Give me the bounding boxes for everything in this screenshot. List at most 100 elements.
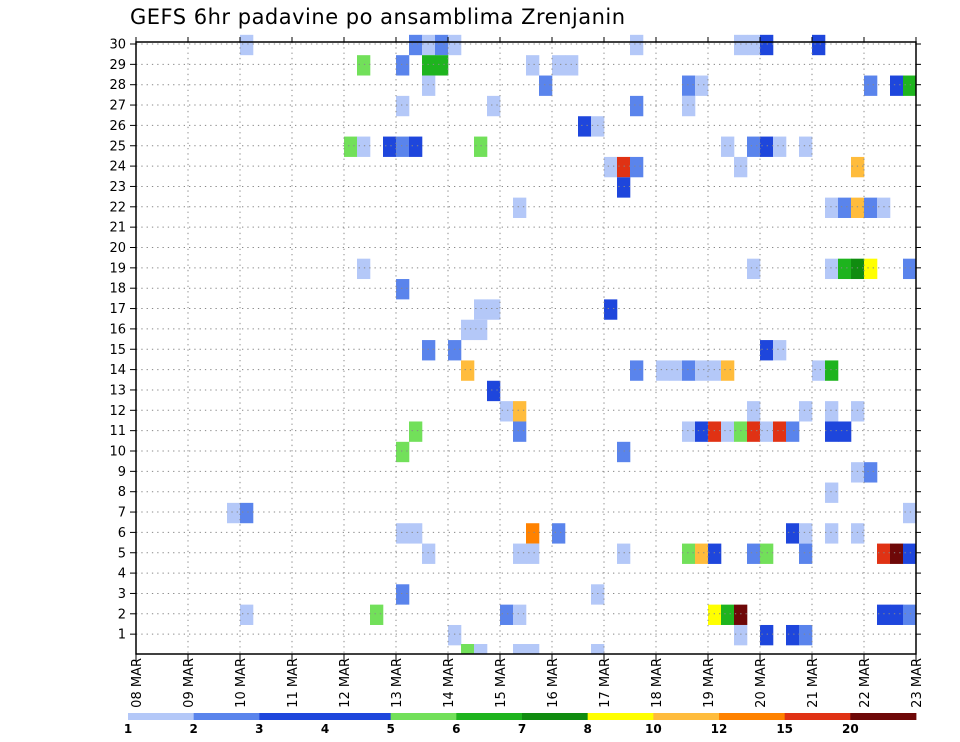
x-tick-label: 12 MAR (338, 658, 353, 708)
heatmap-cell (630, 156, 644, 178)
heatmap-cell (396, 279, 410, 300)
heatmap-cell (513, 604, 527, 625)
chart-title: GEFS 6hr padavine po ansamblima Zrenjani… (130, 5, 626, 29)
heatmap-cell (695, 360, 709, 381)
y-tick-label: 17 (109, 302, 126, 317)
heatmap-cell (344, 136, 358, 157)
heatmap-cell (461, 319, 475, 341)
y-tick-label: 20 (109, 241, 126, 256)
heatmap-cell (825, 523, 839, 544)
y-tick-label: 26 (109, 119, 126, 134)
x-tick-label: 14 MAR (442, 658, 457, 708)
heatmap-cell (825, 421, 839, 442)
heatmap-cell (838, 197, 852, 218)
heatmap-cell (838, 258, 852, 280)
heatmap-cell (734, 421, 748, 442)
heatmap-cell (409, 136, 423, 157)
heatmap-cell (487, 95, 501, 117)
heatmap-cell (786, 624, 800, 646)
y-tick-label: 4 (118, 567, 126, 582)
legend-label: 8 (583, 722, 591, 736)
heatmap-cell (617, 156, 631, 178)
heatmap-cell (903, 543, 917, 564)
heatmap-cell (760, 543, 774, 564)
heatmap-cell (396, 136, 410, 157)
x-tick-label: 20 MAR (754, 658, 769, 708)
heatmap-cell (448, 624, 462, 646)
heatmap-cell (825, 360, 839, 381)
heatmap-cell (799, 543, 813, 564)
heatmap-cell (435, 55, 449, 76)
legend-label: 5 (386, 722, 394, 736)
heatmap-cell (669, 360, 683, 381)
y-tick-label: 28 (109, 78, 126, 93)
heatmap-cell (396, 523, 410, 544)
heatmap-cell (630, 360, 644, 381)
heatmap-cell (890, 543, 904, 564)
legend-swatch (128, 713, 195, 720)
axes (130, 37, 921, 661)
x-tick-label: 09 MAR (182, 658, 197, 708)
legend-label: 1 (124, 722, 132, 736)
heatmap-cell (591, 584, 605, 605)
heatmap-cell (760, 421, 774, 442)
heatmap-cell (851, 462, 865, 483)
heatmap-cell (799, 401, 813, 422)
heatmap-cell (513, 421, 527, 442)
y-tick-label: 21 (109, 221, 126, 236)
heatmap-cell (851, 523, 865, 544)
heatmap-cell (708, 421, 722, 442)
heatmap-cell (396, 584, 410, 605)
heatmap-cell (513, 644, 527, 654)
x-tick-label: 15 MAR (494, 658, 509, 708)
y-tick-label: 9 (118, 465, 126, 480)
legend-label: 6 (452, 722, 460, 736)
heatmap-cell (695, 421, 709, 442)
heatmap-cell (851, 156, 865, 178)
heatmap-cell (240, 502, 254, 524)
heatmap-cell (617, 441, 631, 463)
y-tick-label: 3 (118, 587, 126, 602)
legend-swatch (259, 713, 326, 720)
x-tick-label: 22 MAR (858, 658, 873, 708)
heatmap-cell (357, 258, 371, 280)
y-tick-label: 23 (109, 180, 126, 195)
y-tick-label: 18 (109, 282, 126, 297)
legend-label: 4 (321, 722, 329, 736)
heatmap-cell (877, 197, 891, 218)
legend-swatch (850, 713, 917, 720)
heatmap-cell (396, 95, 410, 117)
heatmap-cell (240, 604, 254, 625)
y-tick-label: 22 (109, 200, 126, 215)
heatmap-cell (825, 401, 839, 422)
y-tick-label: 30 (109, 38, 126, 53)
heatmap-cell (474, 644, 488, 654)
y-tick-label: 12 (109, 404, 126, 419)
heatmap-cell (734, 624, 748, 646)
heatmap-cell (734, 604, 748, 625)
heatmap-cell (552, 523, 566, 544)
heatmap-cell (773, 136, 787, 157)
heatmap-cell (422, 543, 436, 564)
heatmap-cell (903, 502, 917, 524)
heatmap-cell (773, 340, 787, 361)
legend-swatch (719, 713, 786, 720)
legend-label: 7 (518, 722, 526, 736)
heatmap-cell (825, 197, 839, 218)
y-tick-label: 16 (109, 322, 126, 337)
heatmap-cell (721, 136, 735, 157)
heatmap-cell (682, 360, 696, 381)
y-tick-label: 7 (118, 506, 126, 521)
x-tick-label: 08 MAR (130, 658, 145, 708)
legend-label: 2 (189, 722, 197, 736)
heatmap-cell (890, 75, 904, 96)
heatmap-cell (396, 55, 410, 76)
y-tick-label: 15 (109, 343, 126, 358)
heatmap-cell (695, 543, 709, 564)
heatmap-cell (474, 136, 488, 157)
y-tick-label: 8 (118, 485, 126, 500)
heatmap-cell (721, 360, 735, 381)
y-tick-label: 10 (109, 445, 126, 460)
heatmap-cell (864, 75, 878, 96)
